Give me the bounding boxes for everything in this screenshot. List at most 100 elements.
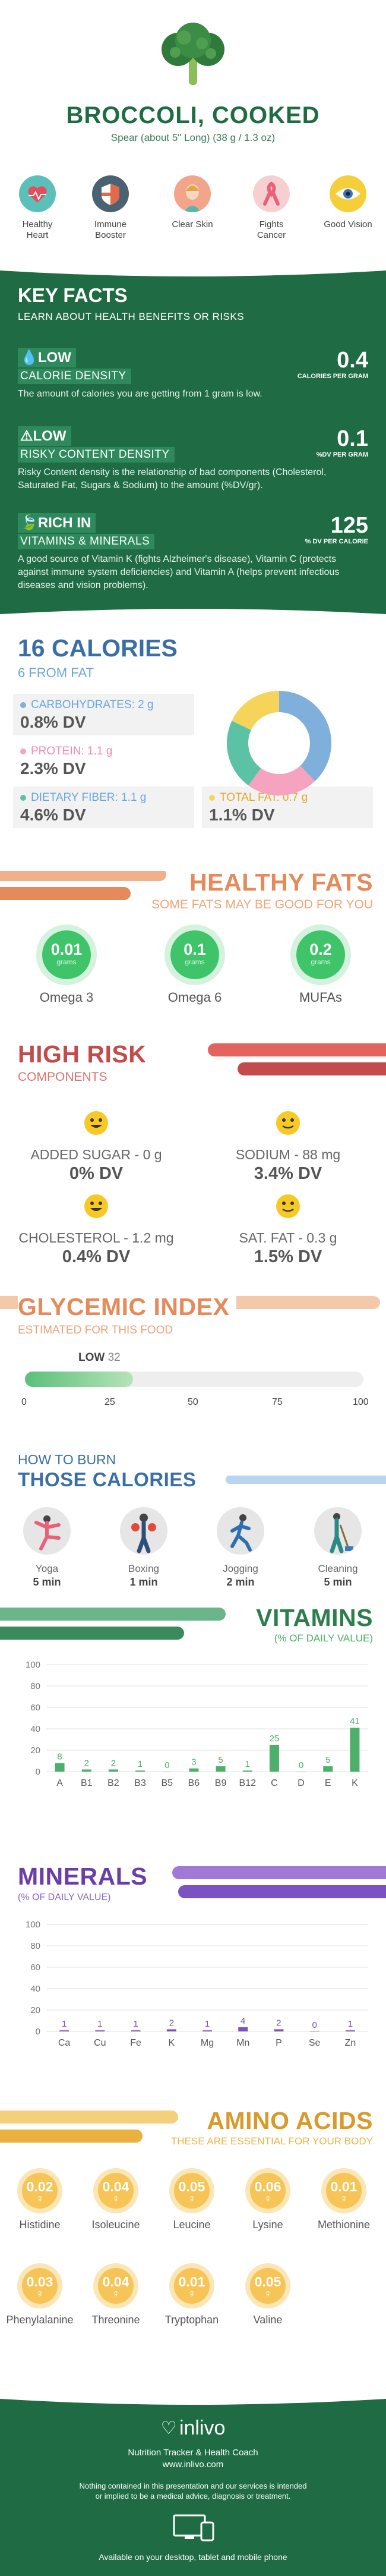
x-tick-label: Fe [130, 2038, 141, 2048]
decor-stripe [172, 1866, 386, 1879]
activity-name: Yoga [35, 1563, 59, 1574]
amino-badge: 0.03 g [22, 2268, 58, 2304]
amino-value: 0.04 [102, 2274, 129, 2289]
fat-label: Omega 3 [39, 990, 94, 1005]
amino-value: 0.01 [178, 2274, 205, 2289]
fact-calorie-density: 💧LOW CALORIE DENSITY 0.4 CALORIES PER GR… [18, 348, 368, 401]
amino-label: Phenylalanine [6, 2314, 74, 2326]
bar-value-label: 2 [111, 1758, 116, 1768]
amino-subtitle: THESE ARE ESSENTIAL FOR YOUR BODY [170, 2135, 373, 2147]
donut-slice-protein [248, 765, 315, 795]
x-tick-label: E [325, 1778, 331, 1788]
nutrient-label: DIETARY FIBER: 1.1 g [31, 791, 147, 804]
risk-cholesterol: CHOLESTEROL - 1.2 mg 0.4% DV [7, 1194, 185, 1267]
benefit-clear-skin: Clear Skin [166, 175, 219, 230]
fact-level: 🍃RICH IN [18, 513, 96, 533]
shield-icon [92, 175, 129, 212]
food-title: BROCCOLI, COOKED [66, 102, 320, 128]
fact-description: Risky Content density is the relationshi… [18, 467, 327, 490]
fact-level: ⚠LOW [18, 426, 71, 446]
header-section: BROCCOLI, COOKED Spear (about 5" Long) (… [0, 0, 386, 265]
amino-label: Valine [253, 2314, 283, 2326]
fats-title: HEALTHY FATS [189, 871, 373, 896]
amino-badge: 0.06 g [250, 2173, 286, 2209]
x-tick-label: K [168, 2038, 175, 2048]
bar-B6 [189, 1768, 199, 1772]
fact-level-text: LOW [37, 350, 71, 366]
glycemic-section: GLYCEMIC INDEX ESTIMATED FOR THIS FOOD L… [0, 1293, 386, 1451]
risk-subtitle: COMPONENTS [18, 1070, 107, 1084]
gi-tick: 25 [105, 1397, 115, 1407]
burn-calories-section: HOW TO BURN THOSE CALORIES Yoga 5 min Bo… [0, 1451, 386, 1605]
y-tick-label: 20 [30, 2005, 40, 2015]
brand-url[interactable]: www.inlivo.com [162, 2459, 224, 2470]
amino-leucine: 0.05 g Leucine [157, 2173, 227, 2231]
bar-value-label: 3 [191, 1757, 196, 1767]
benefit-good-vision: Good Vision [321, 175, 375, 230]
amino-unit: g [37, 2194, 42, 2201]
risk-dv: 0% DV [69, 1164, 124, 1183]
nutrient-dv: 0.8% DV [20, 713, 86, 731]
activity-cleaning: Cleaning 5 min [305, 1507, 371, 1589]
amino-valine: 0.05 g Valine [233, 2268, 303, 2326]
y-tick-label: 100 [26, 1660, 40, 1670]
x-tick-label: Zn [345, 2038, 356, 2048]
bar-value-label: 41 [350, 1716, 360, 1726]
devices-icon [173, 2514, 214, 2542]
bar-Mn [238, 2027, 248, 2031]
amino-label: Leucine [173, 2219, 211, 2231]
fat-badge: 0.1 grams [170, 930, 219, 979]
amino-value: 0.02 [26, 2179, 53, 2194]
benefit-label: Immune Booster [94, 219, 127, 240]
legend-dot [20, 702, 26, 708]
cleaning-icon [314, 1507, 362, 1555]
amino-badge: 0.04 g [98, 2173, 134, 2209]
activity-jogging: Jogging 2 min [208, 1507, 273, 1589]
benefit-label: Healthy Heart [22, 219, 53, 240]
risk-title: HIGH RISK [18, 1040, 147, 1068]
decor-stripe [0, 2130, 143, 2143]
x-tick-label: B9 [215, 1778, 227, 1788]
amino-badge: 0.05 g [174, 2173, 210, 2209]
nutrient-dv: 2.3% DV [20, 759, 86, 778]
gi-value: 32 [107, 1351, 121, 1364]
fat-value: 0.01 [50, 941, 83, 958]
amino-methionine: 0.01 g Methionine [309, 2173, 379, 2231]
y-tick-label: 100 [26, 1920, 40, 1930]
bar-value-label: 0 [299, 1760, 303, 1770]
bar-B3 [135, 1770, 145, 1772]
amino-lysine: 0.06 g Lysine [233, 2173, 303, 2231]
gi-fill [25, 1372, 134, 1387]
amino-unit: g [265, 2289, 270, 2297]
x-tick-label: B1 [81, 1778, 93, 1788]
ribbon-icon [253, 175, 290, 212]
activity-name: Boxing [128, 1563, 159, 1574]
amino-value: 0.03 [26, 2274, 53, 2289]
glycemic-title: GLYCEMIC INDEX [18, 1293, 237, 1321]
bar-value-label: 2 [169, 2018, 174, 2028]
amino-unit: g [341, 2194, 346, 2201]
fact-level-text: LOW [33, 428, 67, 444]
amino-threonine: 0.04 g Threonine [81, 2268, 151, 2326]
risk-sat-fat: SAT. FAT - 0.3 g 1.5% DV [199, 1194, 377, 1267]
glycemic-subtitle: ESTIMATED FOR THIS FOOD [18, 1324, 173, 1336]
activity-time: 5 min [324, 1576, 352, 1588]
fact-value: 125 [330, 513, 368, 538]
y-tick-label: 20 [30, 1745, 40, 1756]
activity-time: 5 min [33, 1576, 61, 1588]
y-tick-label: 0 [36, 2027, 40, 2037]
activity-name: Cleaning [318, 1563, 358, 1574]
calories-from-fat: 6 FROM FAT [18, 665, 94, 680]
amino-label: Tryptophan [164, 2314, 219, 2326]
amino-badge: 0.01 g [326, 2173, 362, 2209]
x-tick-label: P [276, 2038, 282, 2048]
burn-title-big: THOSE CALORIES [18, 1468, 197, 1490]
bar-value-label: 0 [164, 1760, 169, 1770]
amino-value: 0.06 [254, 2179, 281, 2194]
nutrient-carbohydrates: CARBOHYDRATES: 2 g 0.8% DV [13, 694, 194, 735]
amino-phenylalanine: 0.03 g Phenylalanine [5, 2268, 75, 2326]
decor-stripe [208, 1043, 386, 1056]
benefit-immune-booster: Immune Booster [84, 175, 137, 241]
wave-divider [0, 265, 386, 276]
bar-Zn [345, 2030, 355, 2031]
